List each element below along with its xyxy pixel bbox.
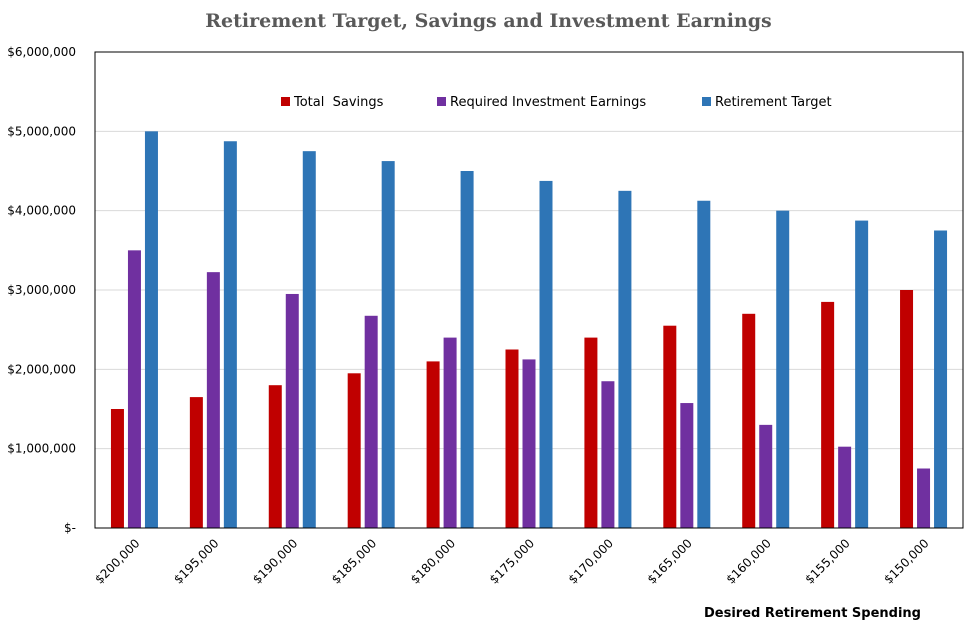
bar-total-savings — [584, 337, 598, 528]
bar-retirement-target — [618, 190, 632, 529]
x-tick-label: $155,000 — [802, 536, 852, 586]
x-tick-label: $185,000 — [329, 536, 379, 586]
y-tick-label: $2,000,000 — [7, 362, 76, 376]
x-tick-label: $175,000 — [487, 536, 537, 586]
x-tick-label: $150,000 — [881, 536, 931, 586]
y-tick-label: $6,000,000 — [7, 45, 76, 59]
bars-layer — [110, 131, 948, 529]
bar-retirement-target — [539, 180, 553, 528]
x-tick-label: $190,000 — [250, 536, 300, 586]
bar-total-savings — [110, 409, 124, 528]
bar-total-savings — [426, 361, 440, 528]
bar-retirement-target — [855, 220, 869, 529]
x-tick-label: $195,000 — [171, 536, 221, 586]
x-tick-label: $200,000 — [92, 536, 142, 586]
bar-retirement-target — [223, 141, 237, 528]
bar-retirement-target — [934, 230, 948, 528]
bar-required-investment-earnings — [522, 359, 536, 528]
bar-required-investment-earnings — [364, 315, 378, 528]
chart-title: Retirement Target, Savings and Investmen… — [205, 10, 772, 32]
legend-swatch — [281, 97, 290, 106]
y-tick-label: $- — [64, 521, 76, 535]
bar-total-savings — [268, 385, 282, 528]
y-tick-label: $3,000,000 — [7, 283, 76, 297]
legend-swatch — [702, 97, 711, 106]
y-tick-label: $4,000,000 — [7, 204, 76, 218]
y-tick-label: $1,000,000 — [7, 442, 76, 456]
legend-swatch — [437, 97, 446, 106]
x-axis-title: Desired Retirement Spending — [704, 606, 921, 621]
bar-required-investment-earnings — [285, 293, 299, 528]
x-tick-label: $170,000 — [566, 536, 616, 586]
bar-retirement-target — [460, 171, 474, 528]
bar-required-investment-earnings — [680, 403, 694, 528]
bar-required-investment-earnings — [206, 272, 220, 528]
bar-required-investment-earnings — [838, 446, 852, 528]
bar-required-investment-earnings — [601, 381, 615, 528]
bar-total-savings — [189, 397, 203, 528]
bar-required-investment-earnings — [917, 468, 931, 528]
bar-total-savings — [742, 313, 756, 528]
bar-total-savings — [505, 349, 519, 528]
bar-total-savings — [663, 325, 677, 528]
plot-area-border — [94, 51, 964, 529]
bar-required-investment-earnings — [759, 424, 773, 528]
y-tick-label: $5,000,000 — [7, 124, 76, 138]
bar-retirement-target — [381, 161, 395, 529]
x-tick-label: $165,000 — [645, 536, 695, 586]
bar-required-investment-earnings — [127, 250, 141, 529]
bar-retirement-target — [302, 151, 316, 528]
bar-retirement-target — [144, 131, 158, 529]
bar-required-investment-earnings — [443, 337, 457, 528]
bar-retirement-target — [697, 200, 711, 528]
bar-retirement-target — [776, 210, 790, 528]
x-tick-label: $160,000 — [723, 536, 773, 586]
legend-label: Total Savings — [293, 95, 384, 110]
legend-label: Retirement Target — [715, 95, 832, 110]
bar-total-savings — [900, 290, 914, 528]
bar-total-savings — [347, 373, 361, 528]
bar-total-savings — [821, 301, 835, 528]
legend-label: Required Investment Earnings — [450, 95, 646, 110]
x-tick-label: $180,000 — [408, 536, 458, 586]
legend-layer: Total Savings Required Investment Earning… — [281, 95, 832, 110]
